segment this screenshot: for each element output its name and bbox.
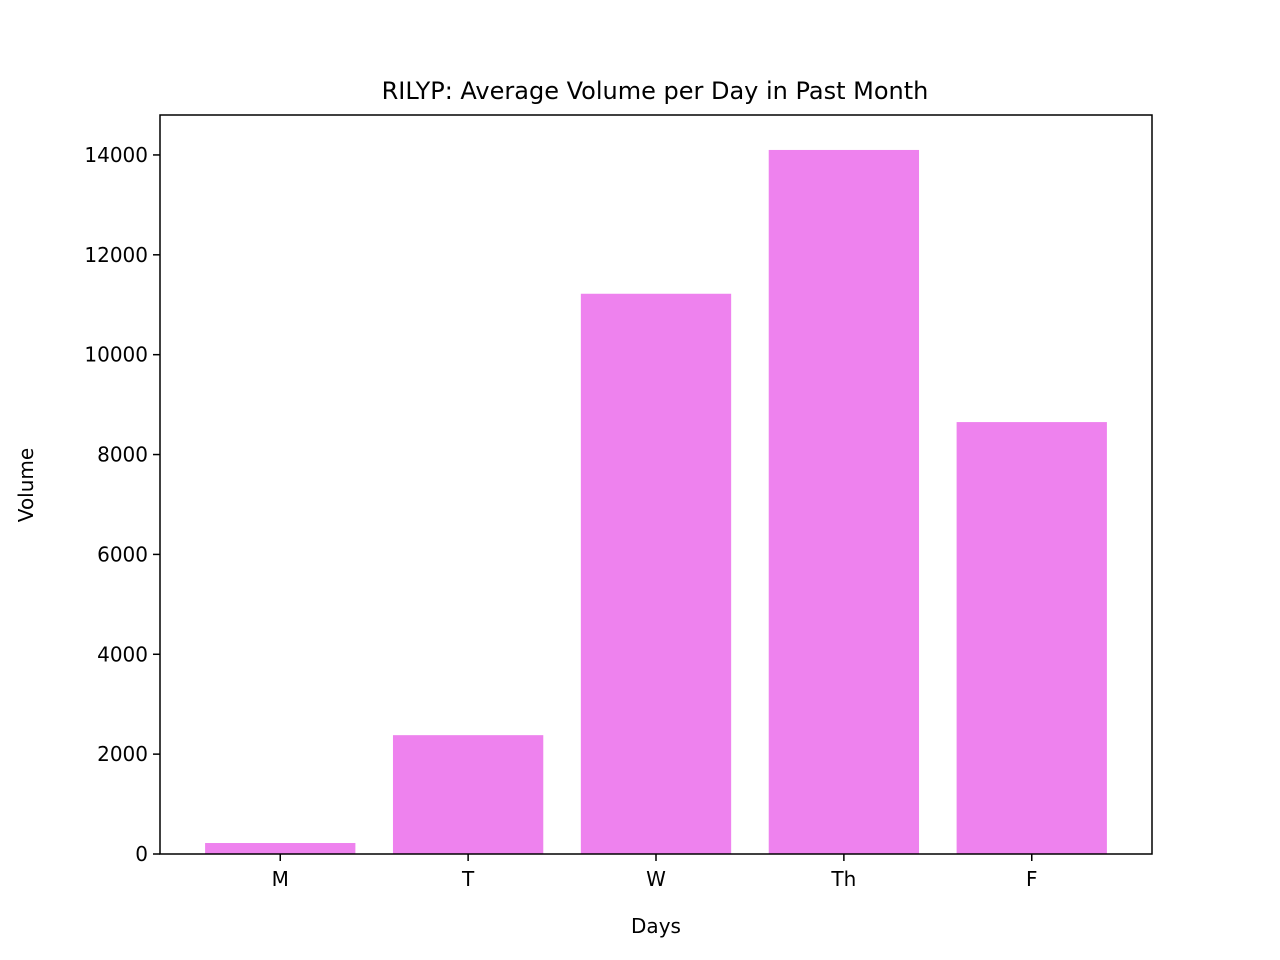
y-axis-label: Volume [14, 448, 38, 522]
y-tick-label: 14000 [84, 143, 148, 167]
bar-t [392, 735, 544, 854]
x-tick-label: M [272, 867, 289, 891]
bar-m [205, 843, 356, 854]
y-tick-label: 4000 [97, 642, 148, 666]
y-tick-label: 12000 [84, 243, 148, 267]
y-tick-label: 10000 [84, 343, 148, 367]
x-axis-label: Days [631, 914, 681, 938]
x-tick-label: Th [830, 867, 856, 891]
bar-w [580, 293, 732, 854]
x-axis-ticks: M T W Th F [272, 854, 1038, 891]
x-tick-label: F [1026, 867, 1038, 891]
bar-th [768, 149, 920, 854]
plot-area-frame [159, 114, 1153, 855]
x-tick-label: W [646, 867, 666, 891]
y-axis-ticks: 0 2000 4000 6000 8000 10000 12000 14000 [84, 143, 160, 866]
bar-f [956, 422, 1107, 854]
bars-group [205, 149, 1107, 854]
y-tick-label: 0 [135, 842, 148, 866]
chart-title: RILYP: Average Volume per Day in Past Mo… [382, 77, 929, 105]
y-tick-label: 8000 [97, 443, 148, 467]
x-tick-label: T [461, 867, 475, 891]
y-tick-label: 2000 [97, 742, 148, 766]
y-tick-label: 6000 [97, 542, 148, 566]
